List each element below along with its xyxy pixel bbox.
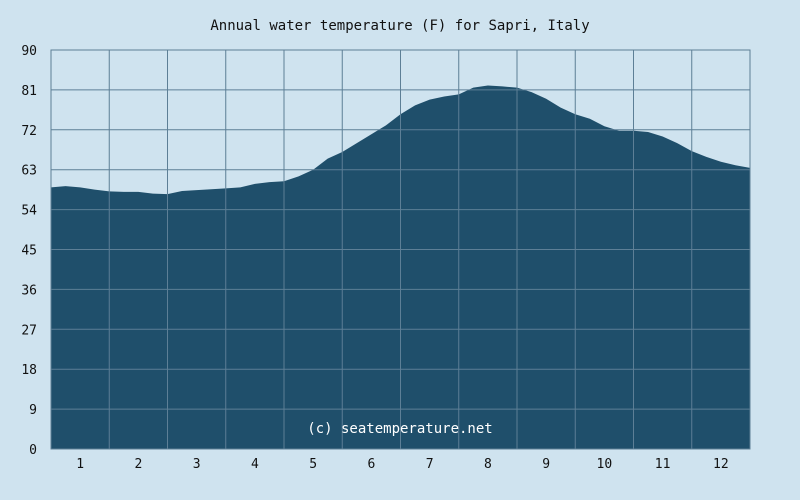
y-tick-label: 0 [29, 443, 37, 458]
x-tick-label: 12 [713, 457, 729, 472]
y-tick-label: 54 [21, 204, 37, 219]
y-tick-label: 36 [21, 283, 37, 298]
y-tick-label: 45 [21, 244, 37, 259]
x-tick-label: 4 [251, 457, 259, 472]
y-tick-label: 18 [21, 363, 37, 378]
x-tick-label: 2 [134, 457, 142, 472]
x-tick-label: 9 [542, 457, 550, 472]
grid-lines [51, 50, 750, 449]
x-tick-label: 3 [193, 457, 201, 472]
y-tick-label: 63 [21, 164, 37, 179]
x-axis-ticks: 1 2 3 4 5 6 7 8 9 10 11 12 [76, 457, 728, 472]
chart-title: Annual water temperature (F) for Sapri, … [210, 18, 590, 34]
x-tick-label: 8 [484, 457, 492, 472]
x-tick-label: 6 [367, 457, 375, 472]
y-tick-label: 27 [21, 323, 37, 338]
y-tick-label: 81 [21, 84, 37, 99]
plot-frame [50, 49, 751, 450]
x-tick-label: 7 [426, 457, 434, 472]
x-tick-label: 10 [597, 457, 613, 472]
y-axis-ticks: 0 9 18 27 36 45 54 63 72 81 90 [21, 44, 37, 458]
x-tick-label: 5 [309, 457, 317, 472]
y-tick-label: 72 [21, 124, 37, 139]
y-tick-label: 9 [29, 403, 37, 418]
x-tick-label: 1 [76, 457, 84, 472]
y-tick-label: 90 [21, 44, 37, 59]
watermark-annotation: (c) seatemperature.net [307, 421, 492, 437]
x-tick-label: 11 [655, 457, 671, 472]
